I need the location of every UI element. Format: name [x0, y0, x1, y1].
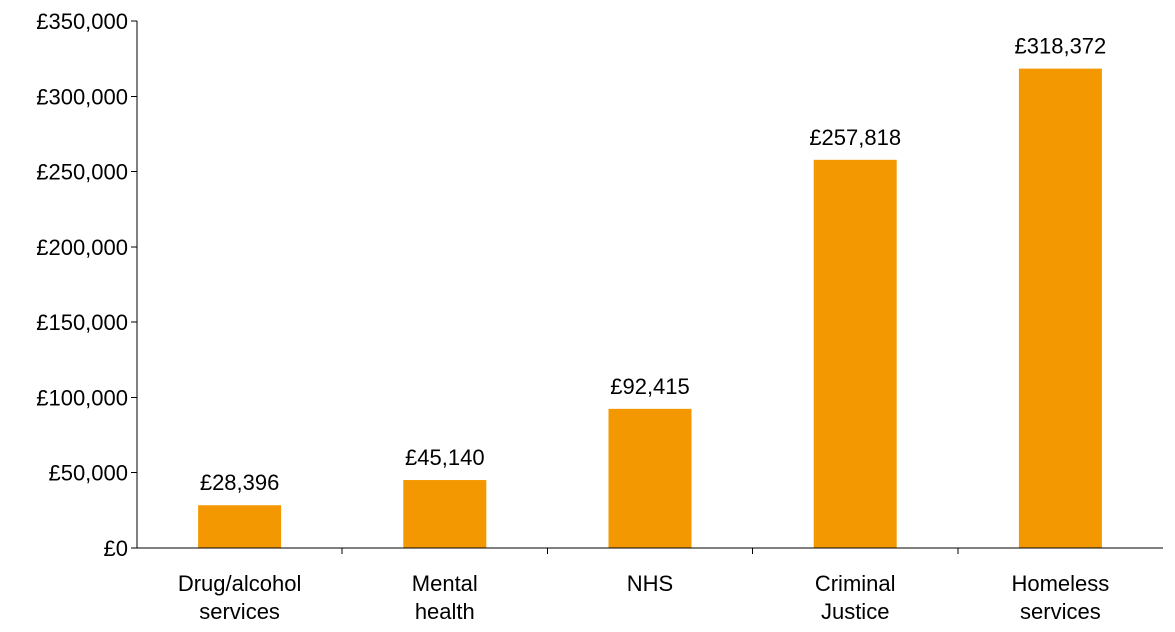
y-tick-label: £300,000 [36, 84, 128, 109]
axes-layer [131, 20, 1163, 554]
x-category-label: NHS [627, 571, 673, 596]
data-label: £318,372 [1015, 34, 1107, 59]
x-category-label: Criminal [815, 571, 896, 596]
x-category-label: Justice [821, 599, 889, 624]
y-tick-label: £350,000 [36, 9, 128, 34]
bar [1018, 68, 1102, 548]
data-label: £45,140 [405, 445, 485, 470]
y-tick-label: £150,000 [36, 310, 128, 335]
y-tick-label: £0 [104, 536, 128, 561]
data-label: £257,818 [809, 125, 901, 150]
labels-layer: £0 £50,000 £100,000 £150,000 £200,000 £250,00… [36, 9, 1109, 624]
x-category-label: Drug/alcohol [178, 571, 302, 596]
y-tick-label: £50,000 [48, 461, 128, 486]
y-tick-label: £250,000 [36, 160, 128, 185]
x-category-label: health [415, 599, 475, 624]
x-category-label: Mental [412, 571, 478, 596]
bars-layer [198, 68, 1102, 549]
bar [198, 505, 282, 548]
y-tick-label: £100,000 [36, 385, 128, 410]
bar [608, 408, 692, 548]
x-category-label: Homeless [1011, 571, 1109, 596]
x-category-label: services [1020, 599, 1101, 624]
x-category-label: services [199, 599, 280, 624]
data-label: £92,415 [610, 374, 690, 399]
bar [813, 159, 897, 549]
bar [403, 480, 487, 548]
data-label: £28,396 [200, 470, 280, 495]
y-tick-label: £200,000 [36, 235, 128, 260]
